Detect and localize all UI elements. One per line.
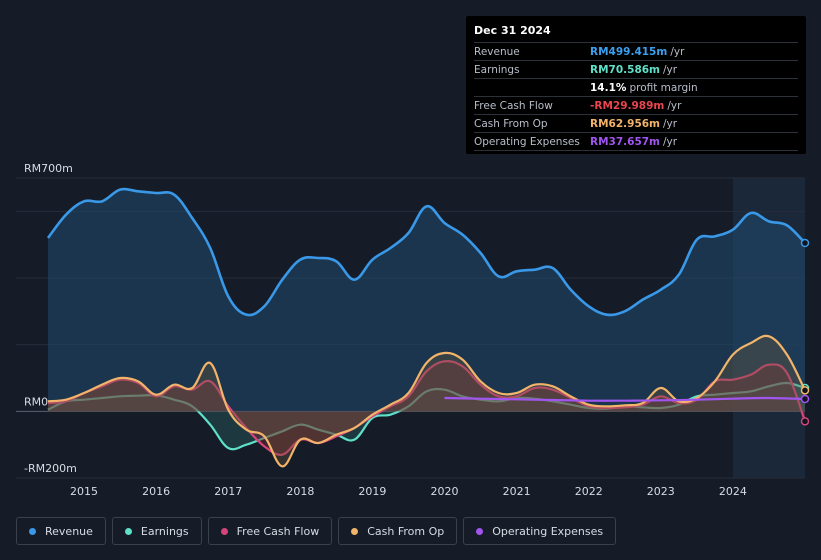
- tooltip-date: Dec 31 2024: [474, 23, 798, 43]
- tooltip-unit: /yr: [663, 117, 678, 130]
- tooltip-value: RM62.956m: [590, 117, 660, 130]
- x-tick-label: 2023: [647, 485, 675, 498]
- legend-dot-icon: [476, 527, 484, 535]
- legend-label: Operating Expenses: [492, 524, 604, 538]
- earnings-line: [47, 381, 806, 451]
- revenue-end-point: [800, 238, 810, 248]
- tooltip-row: Earnings RM70.586m/yr: [474, 61, 798, 79]
- free-cash-flow-line: [47, 360, 807, 456]
- tooltip-unit: /yr: [667, 99, 682, 112]
- legend-label: Cash From Op: [367, 524, 445, 538]
- x-tick-label: 2015: [70, 485, 98, 498]
- tooltip-label: Free Cash Flow: [474, 99, 553, 112]
- free-cash-flow-end-point: [800, 417, 810, 426]
- legend-dot-icon: [29, 527, 36, 535]
- tooltip-label: Earnings: [474, 63, 520, 76]
- y-tick-label: -RM200m: [24, 462, 77, 475]
- legend-item-earnings[interactable]: Earnings: [111, 517, 202, 545]
- x-tick-label: 2020: [431, 485, 459, 498]
- x-tick-label: 2018: [286, 485, 314, 498]
- x-tick-label: 2016: [142, 485, 170, 498]
- tooltip-unit: /yr: [663, 63, 678, 76]
- legend-dot-icon: [351, 527, 359, 535]
- tooltip-unit: /yr: [663, 135, 678, 148]
- legend-dot-icon: [220, 527, 228, 535]
- tooltip-row: Revenue RM499.415m/yr: [474, 43, 798, 61]
- tooltip-row: Operating Expenses RM37.657m/yr: [474, 133, 798, 151]
- cash-from-op-area: [48, 335, 805, 467]
- data-tooltip: Dec 31 2024 Revenue RM499.415m/yr Earnings…: [466, 16, 806, 154]
- legend-label: Revenue: [45, 524, 93, 538]
- y-tick-label: RM0: [24, 395, 48, 408]
- legend-label: Free Cash Flow: [236, 524, 320, 538]
- tooltip-value: -RM29.989m: [590, 99, 665, 112]
- tooltip-row: Free Cash Flow -RM29.989m/yr: [474, 97, 798, 115]
- cash-from-op-end-point: [800, 386, 810, 395]
- legend-item-revenue[interactable]: Revenue: [16, 517, 106, 545]
- chart-legend: Revenue Earnings Free Cash Flow Cash From O…: [16, 517, 617, 545]
- x-tick-label: 2019: [358, 485, 386, 498]
- chart-area: RM700m RM0 -RM200m 2015 2016 2017 2018 2019 2020…: [16, 162, 810, 498]
- revenue-area: [48, 189, 805, 412]
- y-tick-label: RM700m: [24, 162, 73, 175]
- legend-item-cash-from-op[interactable]: Cash From Op: [338, 517, 458, 545]
- tooltip-value: RM37.657m: [590, 135, 660, 148]
- legend-item-operating-expenses[interactable]: Operating Expenses: [463, 517, 617, 545]
- tooltip-label: Cash From Op: [474, 117, 548, 130]
- tooltip-value: RM70.586m: [590, 63, 660, 76]
- legend-dot-icon: [124, 527, 132, 535]
- tooltip-row: 14.1% profit margin: [474, 79, 798, 97]
- cash-from-op-line: [47, 334, 806, 468]
- operating-expenses-line: [444, 396, 806, 402]
- tooltip-label: Revenue: [474, 45, 520, 58]
- tooltip-unit: /yr: [670, 45, 685, 58]
- tooltip-row: Cash From Op RM62.956m/yr: [474, 115, 798, 133]
- legend-label: Earnings: [140, 524, 189, 538]
- x-tick-label: 2017: [214, 485, 242, 498]
- x-tick-label: 2022: [575, 485, 603, 498]
- tooltip-unit: profit margin: [629, 81, 698, 94]
- x-tick-label: 2024: [719, 485, 747, 498]
- earnings-area: [48, 382, 805, 450]
- tooltip-label: Operating Expenses: [474, 135, 580, 148]
- x-tick-label: 2021: [503, 485, 531, 498]
- tooltip-value: 14.1%: [590, 81, 627, 94]
- free-cash-flow-area: [48, 361, 805, 455]
- operating-expenses-end-point: [800, 394, 810, 404]
- legend-item-free-cash-flow[interactable]: Free Cash Flow: [207, 517, 333, 545]
- revenue-line: [46, 187, 806, 317]
- tooltip-value: RM499.415m: [590, 45, 668, 58]
